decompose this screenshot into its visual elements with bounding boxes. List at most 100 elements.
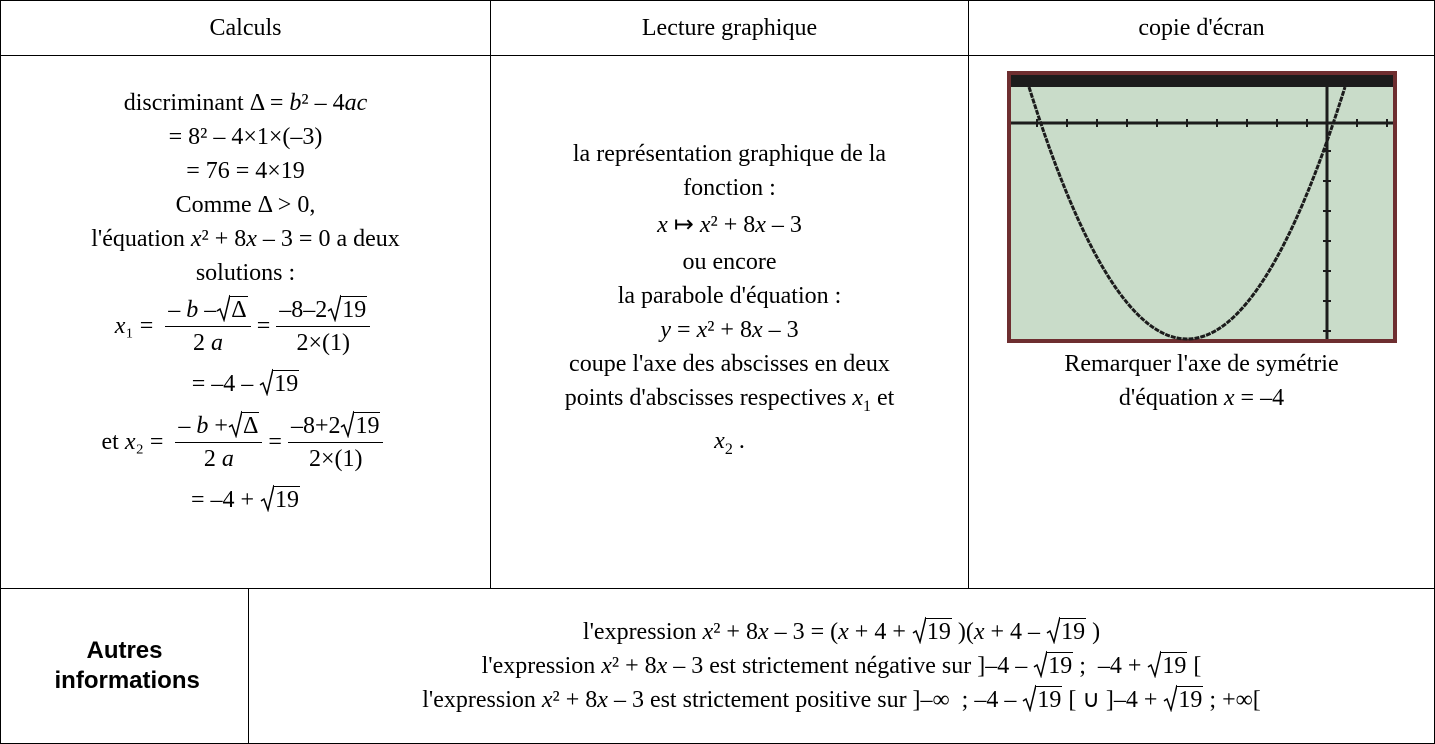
fraction: –8+2 19 2×(1) xyxy=(287,410,384,475)
text: Δ xyxy=(241,411,260,439)
text: 19 xyxy=(341,295,368,323)
radical-sign xyxy=(259,368,274,397)
text: 19 xyxy=(1036,686,1063,713)
text: 2 xyxy=(203,445,222,472)
line: l'expression x² + 8x – 3 = (x + 4 + 19 )… xyxy=(583,615,1100,649)
text: 19 xyxy=(1177,686,1204,713)
radical-sign xyxy=(1046,616,1061,645)
text: 2 xyxy=(193,329,211,356)
line: x2 . xyxy=(714,424,745,467)
text: –8–2 xyxy=(279,296,328,323)
text: x xyxy=(714,428,725,454)
text: –8+2 xyxy=(290,412,341,439)
text: – 3 xyxy=(762,317,799,344)
text: l'expression xyxy=(582,619,703,645)
line: = 8² – 4×1×(–3) xyxy=(168,124,323,150)
radical-sign xyxy=(341,410,356,439)
label: Autres informations xyxy=(54,637,200,694)
header: Calculs xyxy=(209,14,282,41)
header-cell: copie d'écran xyxy=(968,0,1435,56)
text: x xyxy=(755,212,766,239)
line: solutions : xyxy=(195,260,296,286)
text: – 3 est strictement négative sur ]–4 – xyxy=(667,653,1034,679)
text: l'expression xyxy=(422,687,542,713)
text: x xyxy=(246,226,257,252)
text: ↦ xyxy=(667,212,700,239)
text: 1 xyxy=(862,398,871,415)
text: a xyxy=(221,445,234,472)
line: la représentation graphique de la xyxy=(572,141,887,168)
text: 2 xyxy=(724,440,733,458)
radical-sign xyxy=(260,484,275,513)
text: ² – 4 xyxy=(301,90,345,116)
text: – xyxy=(168,296,187,323)
radical-sign xyxy=(912,616,927,645)
line: y = x² + 8x – 3 xyxy=(660,313,798,347)
radical: 19 xyxy=(912,615,952,649)
text: + xyxy=(208,412,228,439)
text: – 3 = ( xyxy=(768,619,839,645)
text: – 3 xyxy=(765,212,802,239)
text: a xyxy=(211,329,223,356)
radical-sign xyxy=(216,294,232,323)
text: ; –4 + xyxy=(1073,653,1148,679)
autres-cell: l'expression x² + 8x – 3 = (x + 4 + 19 )… xyxy=(248,588,1435,744)
radical: 19 xyxy=(340,410,381,442)
fraction: – b – Δ 2 a xyxy=(165,294,251,359)
radical-sign xyxy=(228,410,243,439)
text: l'expression xyxy=(481,653,602,679)
radical: 19 xyxy=(259,362,300,406)
line: = –4 + 19 xyxy=(191,478,301,522)
line: ou encore xyxy=(682,249,777,276)
text: 19 xyxy=(1161,652,1188,679)
text: x xyxy=(699,212,711,239)
line: Comme Δ > 0, xyxy=(175,192,316,218)
header: Lecture graphique xyxy=(641,14,818,41)
text: et xyxy=(870,385,895,412)
text: – 3 est strictement positive sur ]–∞ ; –… xyxy=(607,687,1023,713)
header-cell: Lecture graphique xyxy=(490,0,969,56)
calc-cell: discriminant Δ = b² – 4ac = 8² – 4×1×(–3… xyxy=(0,55,491,589)
text: = xyxy=(268,428,282,455)
text: x xyxy=(696,317,708,344)
text: points d'abscisses respectives xyxy=(564,385,853,412)
text: = xyxy=(256,312,271,339)
text: x xyxy=(1223,385,1235,411)
text: x xyxy=(702,619,714,645)
line: Remarquer l'axe de symétrie xyxy=(1064,351,1339,377)
text: – 3 = 0 a deux xyxy=(256,226,400,252)
fraction: –8–2 19 2×(1) xyxy=(276,294,371,359)
text: x xyxy=(751,317,763,344)
line: x ↦ x² + 8x – 3 xyxy=(657,205,802,245)
text: = –4 xyxy=(1234,385,1285,411)
text: – xyxy=(198,296,217,323)
text: x xyxy=(601,653,612,679)
line: discriminant Δ = b² – 4ac xyxy=(124,86,367,120)
radical: 19 xyxy=(1147,649,1188,683)
text: b xyxy=(196,412,209,439)
text: = xyxy=(671,317,697,344)
radical-sign xyxy=(1022,684,1038,713)
text: d'équation xyxy=(1118,385,1224,411)
text: x xyxy=(597,687,608,713)
calculator-screenshot xyxy=(1006,71,1397,343)
text: discriminant Δ = xyxy=(123,90,290,116)
text: x xyxy=(114,312,126,339)
text: b xyxy=(186,296,199,323)
text: ₂ = xyxy=(135,428,170,455)
text: 19 xyxy=(274,486,301,513)
text: ² + 8 xyxy=(707,317,752,344)
text: 19 xyxy=(1047,652,1074,679)
text: 2×(1) xyxy=(308,445,363,472)
copie-cell: Remarquer l'axe de symétrie d'équation x… xyxy=(968,55,1435,589)
header: copie d'écran xyxy=(1138,14,1265,41)
radical: 19 xyxy=(327,294,368,326)
line: la parabole d'équation : xyxy=(617,283,842,310)
radical: 19 xyxy=(1022,683,1063,717)
text: + 4 + xyxy=(848,619,912,645)
text: – xyxy=(178,412,197,439)
text: [ ∪ ]–4 + xyxy=(1062,687,1164,713)
text: x xyxy=(757,619,769,645)
